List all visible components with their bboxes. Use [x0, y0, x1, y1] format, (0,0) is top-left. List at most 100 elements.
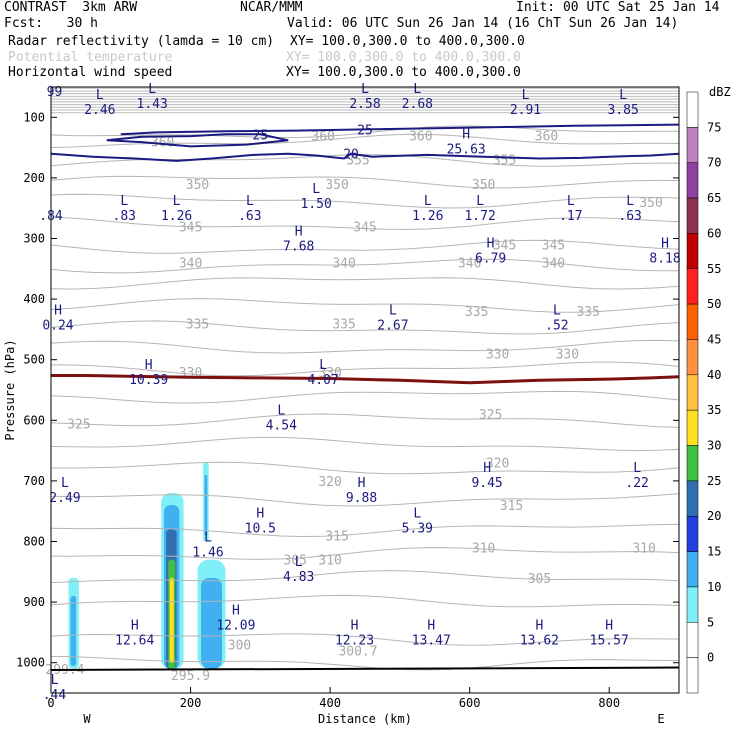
extremum-marker: H	[605, 618, 613, 633]
colorbar-label: 35	[707, 403, 721, 417]
field-reflectivity-name: Radar reflectivity (lamda = 10 cm)	[8, 34, 275, 49]
extremum-value: 1.72	[464, 209, 495, 224]
theta-label: 340	[332, 257, 355, 272]
extremum-value: 1.46	[192, 546, 223, 561]
extremum-marker: L	[553, 303, 561, 318]
theta-label: 360	[311, 129, 334, 144]
west-label: W	[83, 712, 91, 726]
theta-contour	[50, 413, 680, 428]
x-tick-label: 800	[598, 696, 620, 710]
colorbar-label: 75	[707, 120, 721, 134]
theta-label: 350	[472, 178, 495, 193]
reflectivity-cell	[70, 596, 77, 666]
x-axis-label: Distance (km)	[318, 712, 412, 726]
extremum-marker: L	[319, 358, 327, 373]
wind-contour-label: 20	[343, 148, 359, 163]
extremum-marker: H	[131, 618, 139, 633]
colorbar-segment	[686, 622, 699, 658]
plot-frame	[50, 86, 680, 694]
extremum-marker: L	[619, 88, 627, 103]
extremum-value: .52	[545, 318, 568, 333]
extremum-value: 15.57	[590, 633, 629, 648]
colorbar-unit: dBZ	[709, 85, 731, 99]
theta-contour	[50, 461, 680, 475]
y-axis-label: Pressure (hPa)	[3, 339, 17, 440]
colorbar-label: 15	[707, 545, 721, 559]
colorbar-segment	[686, 162, 699, 199]
extremum-value: 12.09	[216, 618, 255, 633]
theta-contour	[50, 361, 680, 377]
theta-label: 340	[458, 257, 481, 272]
theta-label: 315	[325, 529, 348, 544]
extremum-marker: H	[483, 461, 491, 476]
colorbar-segment	[686, 515, 699, 552]
east-label: E	[657, 712, 664, 726]
theta-contour	[50, 547, 680, 560]
theta-label: 335	[465, 305, 488, 320]
extremum-value: 2.58	[349, 97, 380, 112]
theta-contour	[50, 216, 680, 230]
extremum-marker: L	[120, 194, 128, 209]
extremum-value: 25.63	[447, 143, 486, 158]
theta-label: 360	[535, 129, 558, 144]
theta-contour	[50, 298, 680, 313]
wind-contour-label: 25	[357, 123, 373, 138]
extremum-marker: H	[232, 603, 240, 618]
extremum-value: 2.49	[49, 491, 80, 506]
colorbar-label: 25	[707, 474, 721, 488]
theta-label: 345	[493, 239, 516, 254]
theta-label: 355	[493, 154, 516, 169]
colorbar-segment	[686, 233, 699, 270]
theta-contour	[50, 175, 680, 189]
reflectivity-cell	[201, 577, 222, 669]
extremum-marker: L	[61, 476, 69, 491]
x-tick-label: 600	[459, 696, 481, 710]
colorbar-label: 0	[707, 651, 714, 665]
extremum-marker: L	[277, 403, 285, 418]
colorbar-label: 20	[707, 509, 721, 523]
field-theta-name: Potential temperature	[8, 50, 173, 65]
header-fcst: Fcst: 30 h	[4, 16, 98, 31]
x-tick-label: 400	[319, 696, 341, 710]
theta-label: 315	[500, 499, 523, 514]
extremum-marker: L	[567, 194, 575, 209]
colorbar-label: 10	[707, 580, 721, 594]
extremum-value: 1.26	[412, 209, 443, 224]
extremum-value: .17	[559, 209, 582, 224]
theta-label: 295.9	[171, 669, 210, 684]
extremum-marker: L	[148, 82, 156, 97]
theta-label: 325	[67, 417, 90, 432]
extremum-value: 1.43	[137, 97, 168, 112]
theta-contour	[50, 277, 680, 290]
reflectivity-cell	[169, 577, 174, 663]
extremum-value: 2.67	[377, 318, 408, 333]
extremum-value: 8.18	[649, 252, 680, 267]
extremum-value: 12.23	[335, 633, 374, 648]
y-tick-label: 800	[23, 535, 45, 549]
wind-contour-label: 25	[253, 128, 269, 143]
extremum-marker: H	[351, 618, 359, 633]
extremum-marker: H	[54, 303, 62, 318]
theta-contour	[50, 655, 680, 671]
colorbar-segment	[686, 409, 699, 446]
extremum-value: 12.64	[115, 633, 154, 648]
extremum-marker: L	[476, 194, 484, 209]
colorbar-segment	[686, 657, 699, 694]
colorbar-label: 60	[707, 226, 721, 240]
extremum-marker: L	[295, 555, 303, 570]
wind-contour	[50, 152, 680, 162]
theta-label: 350	[186, 178, 209, 193]
colorbar-label: 50	[707, 297, 721, 311]
wind-contour	[120, 123, 680, 136]
extremum-value: 3.85	[608, 103, 639, 118]
theta-contour	[50, 125, 679, 139]
theta-label: 300	[228, 639, 251, 654]
theta-label: 350	[639, 196, 662, 211]
theta-label: 325	[479, 408, 502, 423]
extremum-value: 4.07	[307, 373, 338, 388]
colorbar-label: 70	[707, 156, 721, 170]
colorbar-segment	[686, 91, 699, 128]
header-org: NCAR/MMM	[240, 0, 303, 15]
theta-label: 345	[542, 239, 565, 254]
extremum-marker: L	[413, 82, 421, 97]
